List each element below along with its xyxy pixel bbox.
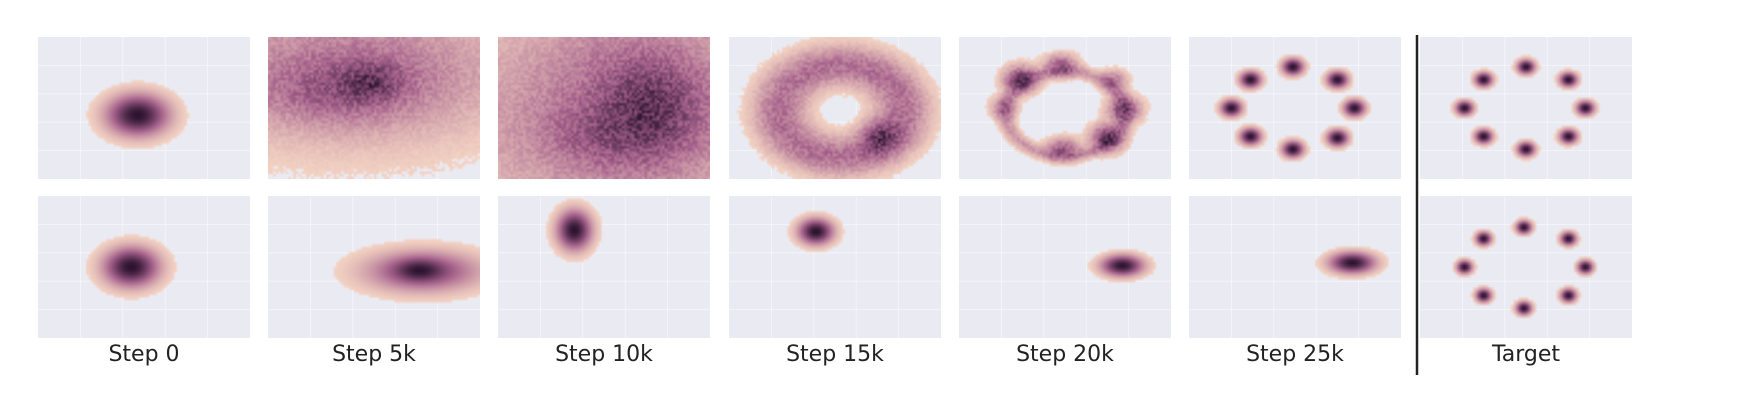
caption-step-15k: Step 15k [786, 342, 884, 367]
density-map [38, 37, 250, 179]
density-panel [498, 37, 710, 179]
density-panel [268, 196, 480, 338]
density-panel [959, 37, 1171, 179]
density-panel [1189, 37, 1401, 179]
density-panel [729, 196, 941, 338]
density-panel [1420, 37, 1632, 179]
density-map [498, 196, 710, 338]
caption-step-5k: Step 5k [332, 342, 416, 367]
density-panel [729, 37, 941, 179]
panel-grid [38, 37, 1632, 338]
density-panel [1189, 196, 1401, 338]
density-map [959, 196, 1171, 338]
density-map [729, 196, 941, 338]
column-captions: Step 0 Step 5k Step 10k Step 15k Step 20… [108, 342, 1560, 367]
density-map [38, 196, 250, 338]
density-panel [268, 37, 480, 179]
density-map [1420, 37, 1632, 179]
density-panel [38, 37, 250, 179]
caption-step-25k: Step 25k [1246, 342, 1344, 367]
caption-step-10k: Step 10k [555, 342, 653, 367]
density-map [729, 37, 941, 179]
density-map [1189, 196, 1401, 338]
density-panel [1420, 196, 1632, 338]
caption-step-0: Step 0 [108, 342, 179, 367]
density-panel [38, 196, 250, 338]
caption-target: Target [1491, 342, 1560, 367]
density-map [1420, 196, 1632, 338]
density-map [498, 37, 710, 179]
caption-step-20k: Step 20k [1016, 342, 1114, 367]
density-panel [959, 196, 1171, 338]
density-map [268, 37, 480, 179]
density-map [1189, 37, 1401, 179]
density-map [959, 37, 1171, 179]
density-panel [498, 196, 710, 338]
density-map [268, 196, 480, 338]
